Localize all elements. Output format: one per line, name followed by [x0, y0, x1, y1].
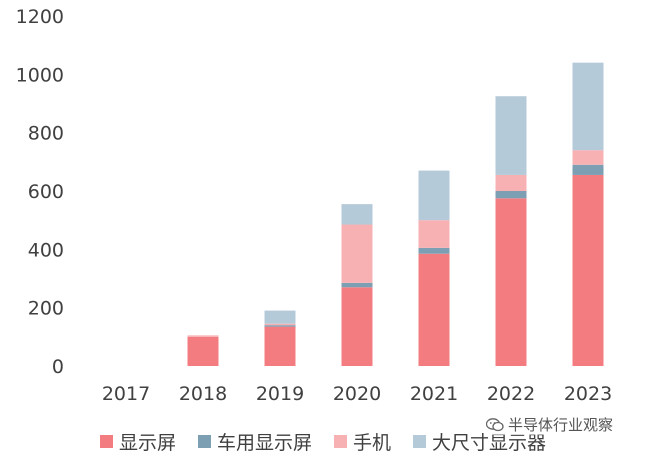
y-tick-label: 0 [52, 356, 64, 378]
y-tick-label: 600 [28, 181, 64, 203]
bar-segment [341, 287, 373, 366]
bar-segment [572, 150, 604, 165]
x-axis: 2017 2018 2019 2020 2021 2022 2023 [102, 383, 612, 405]
legend-label: 显示屏 [119, 432, 177, 454]
legend-swatch [198, 435, 212, 448]
bar-segment [418, 253, 450, 366]
y-tick-label: 200 [28, 298, 64, 320]
bar-segment [495, 198, 527, 366]
bar-segment [572, 62, 604, 151]
watermark: 半导体行业观察 [486, 414, 614, 435]
x-tick-label: 2020 [333, 383, 381, 405]
bar-segment [264, 310, 296, 324]
bar-segment [264, 326, 296, 366]
bar-segment [418, 247, 450, 254]
watermark-text: 半导体行业观察 [508, 416, 614, 434]
legend-label: 车用显示屏 [217, 432, 313, 454]
legend-swatch [334, 435, 348, 448]
bar-segment [187, 335, 219, 337]
y-tick-label: 1000 [16, 64, 64, 86]
bar-segment [418, 170, 450, 221]
bar-segment [187, 336, 219, 366]
bar-segment [572, 174, 604, 366]
bars [187, 62, 604, 366]
bar-segment [341, 282, 373, 288]
bar-segment [495, 96, 527, 175]
bar-segment [264, 325, 296, 327]
bar-segment [341, 204, 373, 225]
legend-item-car-display: 车用显示屏 [198, 428, 312, 455]
legend-item-display: 显示屏 [100, 428, 176, 455]
x-tick-label: 2023 [564, 383, 612, 405]
bar-segment [418, 220, 450, 248]
x-tick-label: 2018 [179, 383, 227, 405]
bar-segment [341, 224, 373, 283]
bar-segment [572, 164, 604, 175]
x-tick-label: 2021 [410, 383, 458, 405]
x-tick-label: 2019 [256, 383, 304, 405]
wechat-icon [486, 417, 504, 431]
legend-swatch [100, 435, 113, 448]
x-tick-label: 2017 [102, 383, 150, 405]
bar-segment [264, 323, 296, 326]
y-tick-label: 1200 [16, 6, 64, 28]
x-tick-label: 2022 [487, 383, 535, 405]
y-tick-label: 400 [28, 239, 64, 261]
bar-segment [495, 191, 527, 199]
legend: 显示屏 车用显示屏 手机 大尺寸显示器 [100, 428, 568, 455]
bar-segment [495, 174, 527, 191]
y-axis: 0 200 400 600 800 1000 1200 [16, 6, 64, 378]
legend-item-large-monitor: 大尺寸显示器 [413, 428, 546, 455]
legend-swatch [413, 435, 427, 448]
legend-label: 大尺寸显示器 [432, 432, 547, 454]
legend-item-phone: 手机 [334, 428, 391, 455]
legend-label: 手机 [353, 432, 392, 454]
y-tick-label: 800 [28, 123, 64, 145]
